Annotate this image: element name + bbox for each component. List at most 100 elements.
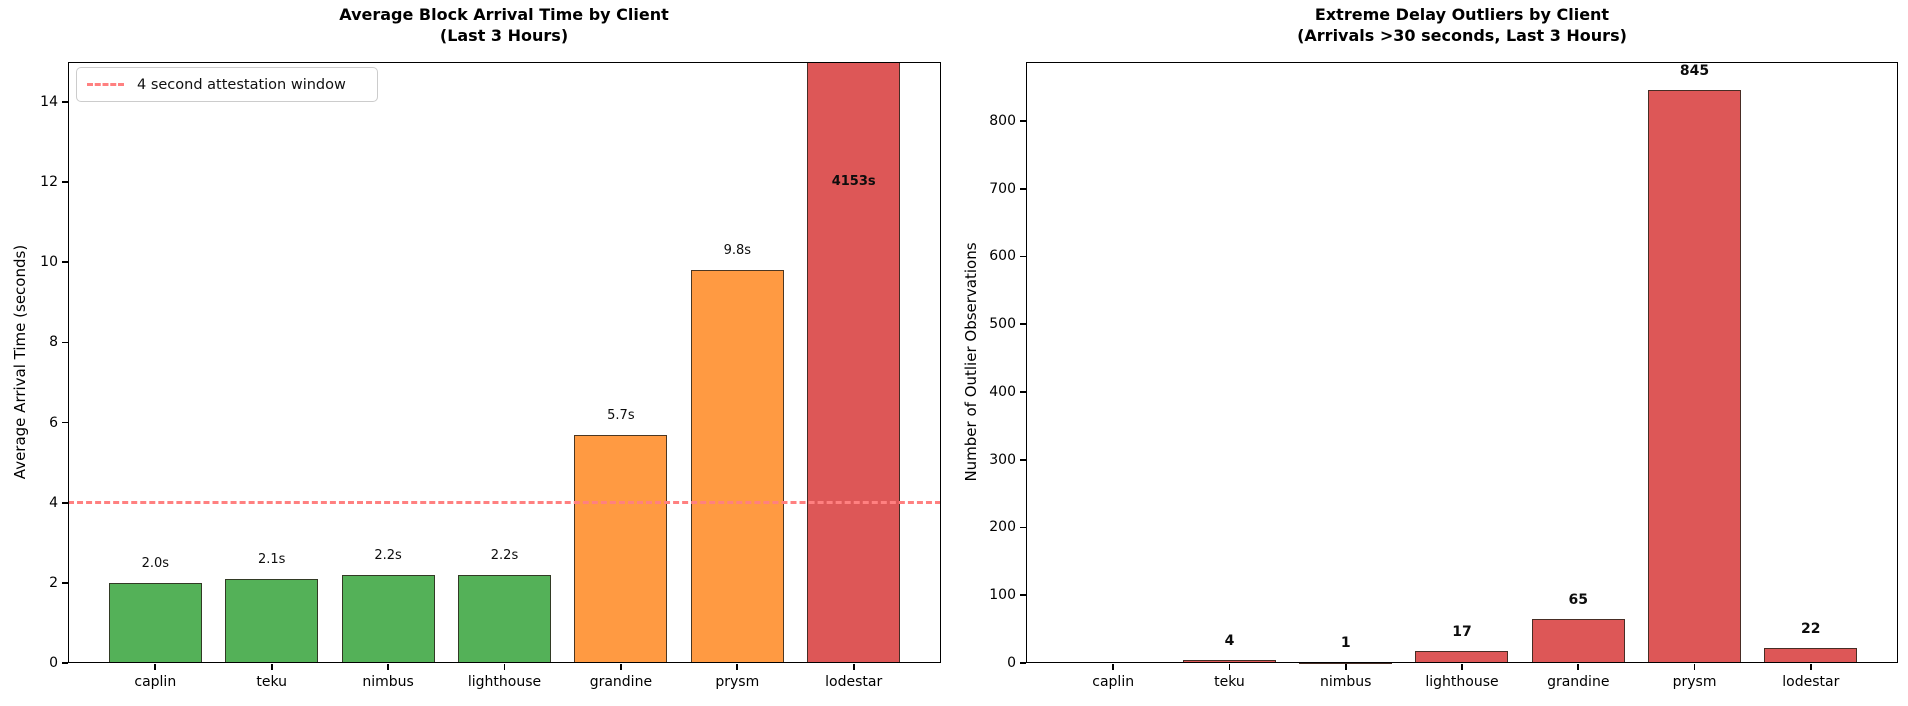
ytick-label-600: 600 — [989, 248, 1016, 265]
bar-value-label-nimbus: 1 — [1340, 635, 1351, 652]
xtick-mark-prysm — [736, 664, 739, 670]
ytick-mark-600 — [1020, 255, 1026, 258]
bar-prysm — [690, 270, 784, 663]
bar-grandine — [1531, 618, 1625, 663]
ytick-label-300: 300 — [989, 451, 1016, 468]
ytick-mark-6 — [62, 421, 68, 424]
plot-area — [1026, 62, 1898, 663]
ytick-label-8: 8 — [49, 334, 58, 351]
bar-value-label-lighthouse: 2.2s — [490, 547, 519, 563]
xtick-label-lodestar: lodestar — [825, 674, 883, 690]
ytick-label-200: 200 — [989, 519, 1016, 536]
ytick-mark-300 — [1020, 458, 1026, 461]
xtick-label-lighthouse: lighthouse — [1425, 674, 1499, 690]
xtick-mark-caplin — [154, 664, 157, 670]
xtick-mark-nimbus — [387, 664, 389, 670]
chart-title-line2: (Last 3 Hours) — [439, 26, 569, 45]
bar-value-label-grandine: 65 — [1568, 591, 1588, 608]
chart-title-line1: Extreme Delay Outliers by Client — [1314, 5, 1610, 24]
bar-caplin — [108, 582, 202, 663]
xtick-mark-lodestar — [852, 664, 855, 670]
bar-value-label-lighthouse: 17 — [1452, 624, 1472, 641]
legend-label: 4 second attestation window — [137, 76, 346, 93]
ytick-label-10: 10 — [40, 254, 58, 271]
bar-value-label-prysm: 845 — [1679, 63, 1710, 80]
ytick-mark-200 — [1020, 526, 1026, 529]
bar-lodestar — [1764, 648, 1858, 663]
chart-title: Average Block Arrival Time by Client (La… — [104, 4, 904, 46]
xtick-label-lighthouse: lighthouse — [467, 674, 542, 690]
bar-value-label-lodestar: 4153s — [831, 174, 876, 189]
ytick-label-800: 800 — [989, 112, 1016, 129]
bar-value-label-lodestar: 22 — [1801, 621, 1821, 638]
xtick-label-lodestar: lodestar — [1782, 674, 1840, 690]
bar-value-label-nimbus: 2.2s — [374, 547, 402, 563]
ytick-label-2: 2 — [49, 574, 58, 591]
bar-value-label-caplin: 2.0s — [141, 555, 170, 571]
xtick-mark-prysm — [1693, 664, 1696, 670]
xtick-mark-grandine — [620, 664, 622, 670]
ytick-mark-8 — [62, 341, 68, 344]
xtick-mark-nimbus — [1344, 664, 1347, 670]
legend: 4 second attestation window — [76, 67, 378, 102]
bar-lighthouse — [1415, 651, 1509, 663]
xtick-mark-teku — [1228, 664, 1231, 670]
bar-value-label-teku: 2.1s — [257, 551, 286, 567]
bar-nimbus — [341, 574, 435, 663]
threshold-line-swatch — [87, 83, 124, 86]
ytick-mark-0 — [62, 662, 68, 664]
ytick-label-6: 6 — [49, 414, 58, 431]
xtick-label-prysm: prysm — [1672, 674, 1717, 690]
ytick-label-0: 0 — [1007, 655, 1016, 671]
xtick-label-nimbus: nimbus — [362, 674, 414, 690]
xtick-mark-grandine — [1577, 664, 1580, 670]
xtick-label-teku: teku — [256, 674, 288, 690]
ytick-label-500: 500 — [989, 316, 1016, 333]
attestation-threshold-line — [68, 501, 941, 505]
bar-teku — [1182, 660, 1276, 663]
chart-title: Extreme Delay Outliers by Client (Arriva… — [1062, 4, 1862, 46]
bar-lodestar — [807, 62, 901, 663]
bar-teku — [225, 578, 319, 663]
ytick-mark-14 — [62, 101, 68, 103]
bar-value-label-prysm: 9.8s — [723, 243, 752, 259]
xtick-mark-caplin — [1112, 664, 1115, 670]
xtick-label-prysm: prysm — [715, 674, 760, 690]
xtick-mark-lighthouse — [1461, 664, 1463, 670]
bar-value-label-teku: 4 — [1224, 633, 1235, 650]
ytick-mark-700 — [1020, 187, 1026, 190]
ytick-mark-500 — [1020, 323, 1026, 326]
xtick-label-caplin: caplin — [134, 674, 177, 690]
bar-prysm — [1648, 90, 1742, 663]
xtick-mark-lodestar — [1809, 664, 1812, 670]
ytick-label-0: 0 — [49, 655, 58, 671]
xtick-label-caplin: caplin — [1092, 674, 1135, 690]
xtick-mark-teku — [270, 664, 273, 670]
ytick-label-700: 700 — [989, 180, 1016, 197]
chart-title-line1: Average Block Arrival Time by Client — [339, 5, 669, 24]
ytick-label-100: 100 — [989, 587, 1016, 604]
y-axis-label: Average Arrival Time (seconds) — [11, 244, 29, 480]
bar-grandine — [574, 434, 668, 663]
ytick-mark-400 — [1020, 391, 1026, 393]
ytick-label-4: 4 — [49, 494, 58, 511]
ytick-mark-10 — [62, 261, 68, 264]
ytick-label-14: 14 — [40, 94, 58, 111]
ytick-label-12: 12 — [40, 174, 58, 191]
ytick-mark-0 — [1020, 662, 1026, 664]
xtick-label-teku: teku — [1214, 674, 1245, 690]
ytick-mark-2 — [62, 581, 68, 584]
ytick-mark-800 — [1020, 120, 1026, 122]
xtick-label-grandine: grandine — [1547, 674, 1610, 690]
ytick-mark-12 — [62, 181, 68, 184]
chart-title-line2: (Arrivals >30 seconds, Last 3 Hours) — [1297, 26, 1627, 45]
xtick-label-nimbus: nimbus — [1319, 674, 1372, 690]
bar-lighthouse — [457, 574, 552, 663]
y-axis-label: Number of Outlier Observations — [962, 242, 980, 482]
xtick-label-grandine: grandine — [589, 674, 653, 690]
ytick-mark-4 — [62, 501, 68, 504]
xtick-mark-lighthouse — [503, 664, 506, 670]
ytick-mark-100 — [1020, 594, 1026, 597]
ytick-label-400: 400 — [989, 383, 1016, 400]
